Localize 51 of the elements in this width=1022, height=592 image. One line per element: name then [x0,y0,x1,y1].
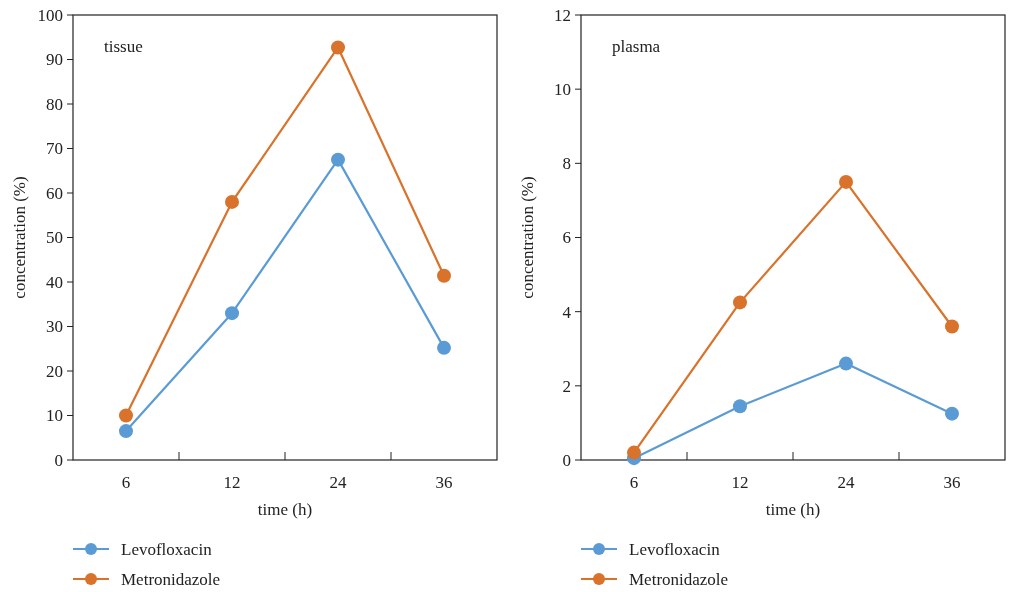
y-tick-label: 40 [46,272,63,292]
x-tick-label: 36 [435,473,453,492]
y-tick-label: 100 [37,5,63,25]
x-axis-title: time (h) [257,500,313,519]
y-tick-label: 12 [554,5,571,25]
y-tick-label: 70 [46,139,63,159]
x-tick-label: 6 [629,473,639,492]
y-tick-label: 8 [562,154,571,174]
y-tick-label: 30 [46,317,63,337]
x-tick-label: 6 [121,473,131,492]
x-tick-label: 12 [731,473,749,492]
point [331,152,345,167]
point [331,40,345,55]
point [839,356,853,371]
point [627,445,641,460]
point [945,406,959,421]
point [437,340,451,355]
y-axis-title: concentration (%) [518,176,537,299]
x-tick-label: 24 [329,473,347,492]
y-tick-label: 10 [46,406,63,426]
point [119,408,133,423]
y-tick-label: 60 [46,183,63,203]
y-tick-label: 10 [554,80,571,100]
point [733,399,747,414]
y-tick-label: 20 [46,361,63,381]
point [945,319,959,334]
y-tick-label: 80 [46,94,63,114]
y-tick-label: 4 [562,302,572,322]
annotation: tissue [104,37,143,56]
legend-label: Metronidazole [121,569,221,589]
point [437,268,451,283]
legend-label: Metronidazole [629,569,729,589]
legend-label: Levofloxacin [121,539,213,559]
y-axis-title: concentration (%) [10,176,29,299]
annotation: plasma [612,37,661,56]
y-tick-label: 0 [54,450,63,470]
legend-label: Levofloxacin [629,539,721,559]
x-tick-label: 36 [943,473,961,492]
point [839,174,853,189]
x-tick-label: 12 [223,473,241,492]
point [225,306,239,321]
point [225,194,239,209]
y-tick-label: 6 [562,228,571,248]
y-tick-label: 90 [46,50,63,70]
x-tick-label: 24 [837,473,855,492]
y-tick-label: 50 [46,228,63,248]
point [119,424,133,439]
y-tick-label: 2 [562,376,571,396]
x-axis-title: time (h) [765,500,821,519]
point [733,295,747,310]
y-tick-label: 0 [562,450,571,470]
